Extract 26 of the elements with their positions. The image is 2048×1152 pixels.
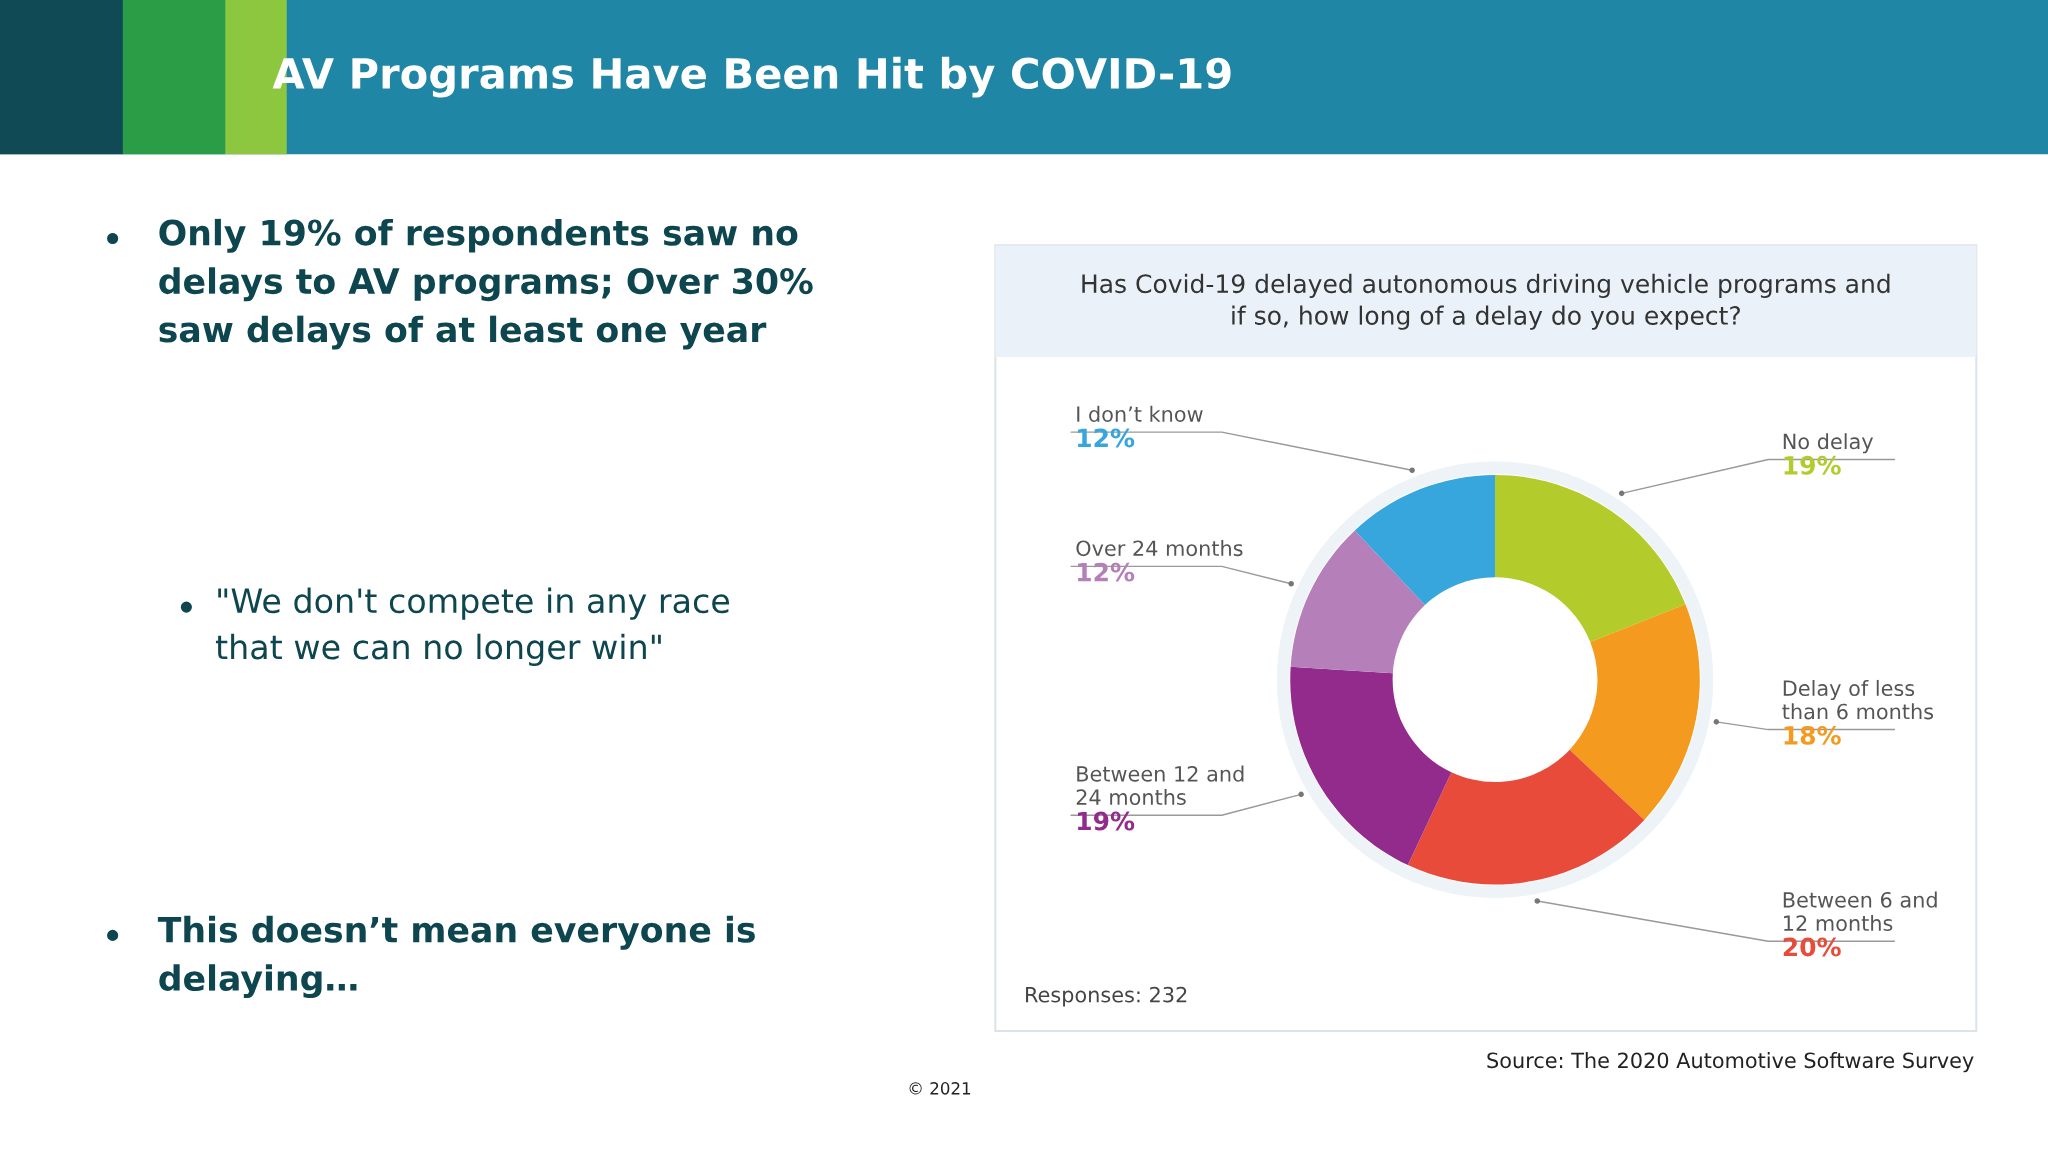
chart-title: AV Programs Have Been Hit by COVID-19 xyxy=(272,56,1231,98)
data-label: 12% xyxy=(1078,562,1135,582)
donut-slice xyxy=(1290,666,1452,865)
donut-slice xyxy=(1495,474,1686,642)
slice-label: No delay xyxy=(1783,433,1874,454)
donut-slice xyxy=(1407,749,1645,885)
slice-label: Delay of less than 6 months xyxy=(1782,679,1934,720)
slice-label: Over 24 months xyxy=(1076,540,1243,557)
text: This doesn’t mean everyone is delaying… xyxy=(157,915,755,999)
slice-label: Between 6 and 12 months xyxy=(1783,891,1937,932)
data-label: 19% xyxy=(1078,811,1135,831)
data-label: 19% xyxy=(1784,455,1841,475)
data-label: 20% xyxy=(1783,937,1841,957)
text: Only 19% of respondents saw no delays to AV programs; Over 30% saw delays of at least one year xyxy=(159,218,813,350)
source-note: Source: The 2020 Automotive Software Survey xyxy=(1487,1052,1974,1073)
donut-slice xyxy=(1354,474,1496,606)
data-label: 18% xyxy=(1784,725,1841,745)
slice-label: Between 12 and 24 months xyxy=(1076,765,1244,806)
text: © 2021 xyxy=(909,1082,971,1095)
donut-slice xyxy=(1290,530,1425,674)
slice-label: I don’t know xyxy=(1077,405,1203,422)
chart-subtitle: Has Covid-19 delayed autonomous driving vehicle programs and if so, how long of a delay do you expect? xyxy=(1082,273,1890,330)
text: Responses: 232 xyxy=(1026,986,1187,1007)
text: "We don't compete in any race that we can no longer win" xyxy=(215,587,730,666)
data-label: 12% xyxy=(1078,428,1135,448)
donut-slice xyxy=(1569,604,1700,820)
